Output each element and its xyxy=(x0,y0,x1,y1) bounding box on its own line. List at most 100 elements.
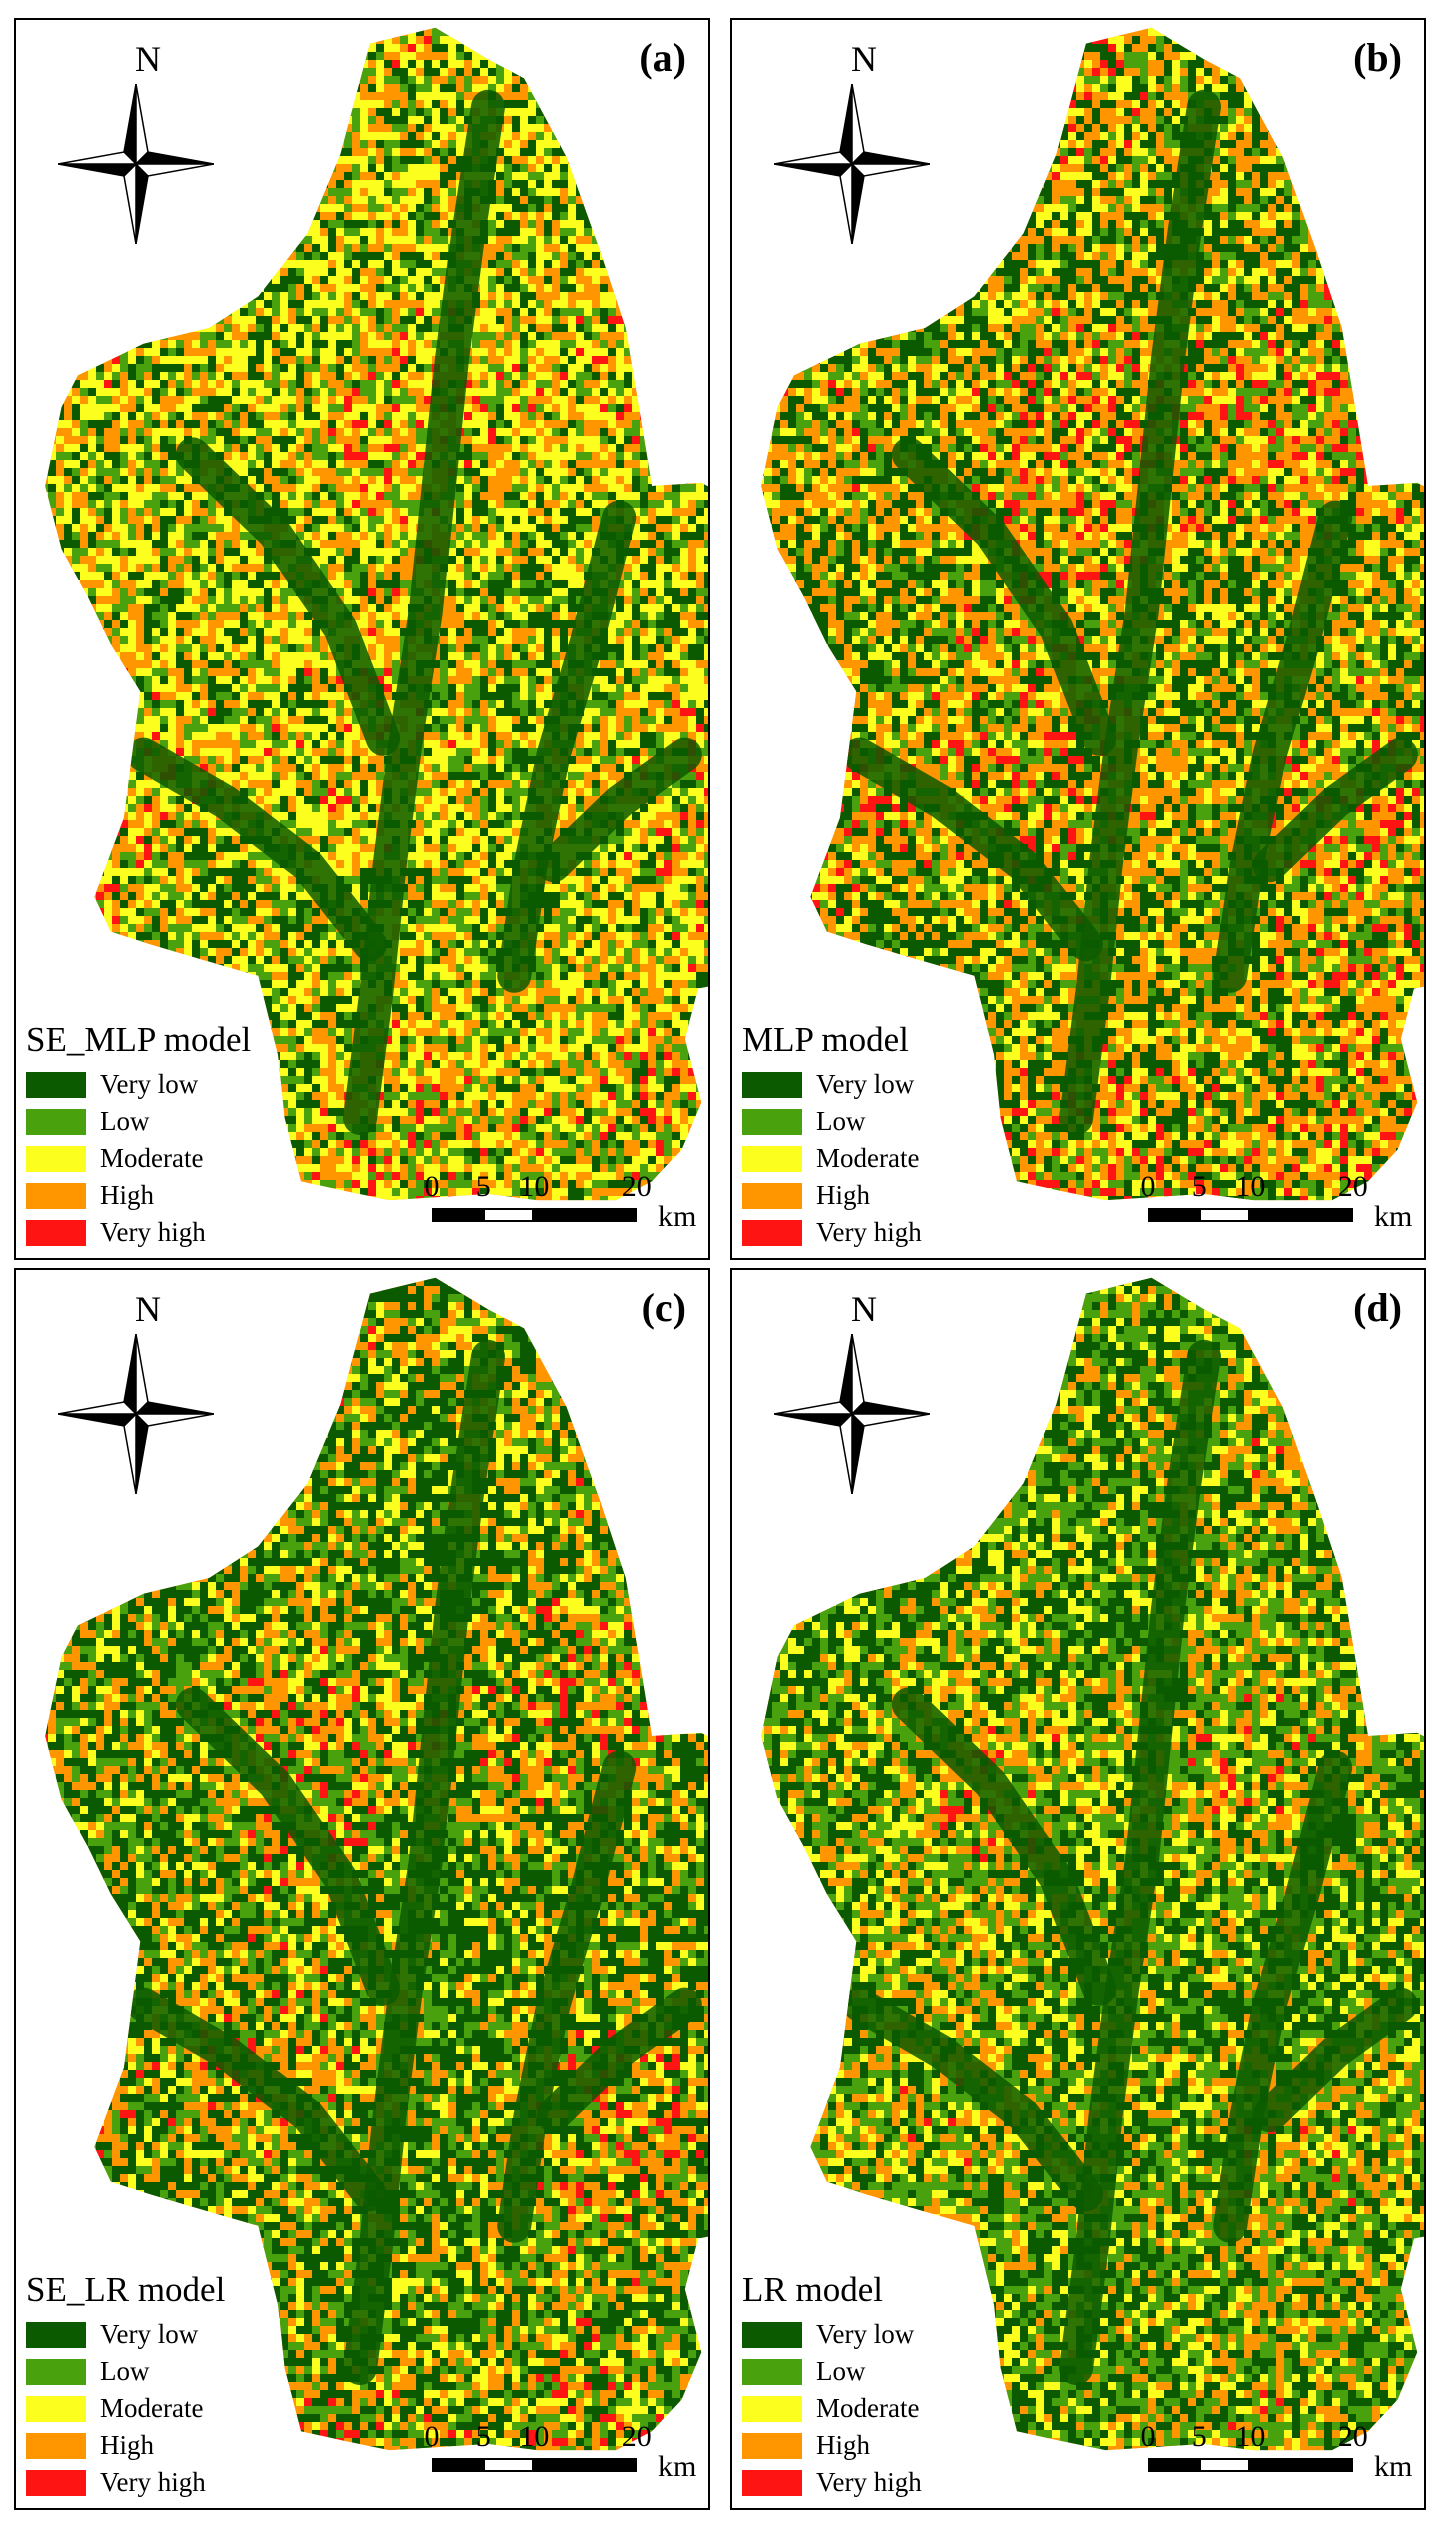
legend-title: MLP model xyxy=(742,1020,922,1060)
legend-swatch xyxy=(26,2395,86,2422)
scale-segment xyxy=(1250,1208,1353,1222)
legend-label: Very low xyxy=(816,1069,914,1100)
legend-label: Low xyxy=(816,1106,866,1137)
legend-swatch xyxy=(742,1071,802,1098)
scale-unit: km xyxy=(1374,1200,1412,1234)
susceptibility-map xyxy=(45,1277,708,2451)
north-arrow-icon xyxy=(774,1334,930,1494)
legend-swatch xyxy=(26,2358,86,2385)
legend-item-moderate: Moderate xyxy=(26,2390,225,2427)
susceptibility-map xyxy=(45,27,708,1201)
legend-item-very-high: Very high xyxy=(26,2464,225,2501)
legend-swatch xyxy=(742,2469,802,2496)
legend-swatch xyxy=(26,2432,86,2459)
legend-label: Moderate xyxy=(100,1143,203,1174)
scale-tick-label: 5 xyxy=(476,2420,491,2454)
legend-swatch xyxy=(742,1219,802,1246)
legend-label: Very high xyxy=(816,2467,922,2498)
legend-item-very-low: Very low xyxy=(742,2316,922,2353)
north-label: N xyxy=(844,1288,884,1330)
legend-item-low: Low xyxy=(742,2353,922,2390)
legend-label: Low xyxy=(816,2356,866,2387)
legend-label: Moderate xyxy=(816,1143,919,1174)
legend-swatch xyxy=(742,2321,802,2348)
scale-tick-label: 5 xyxy=(476,1170,491,1204)
scale-bar: 0 5 10 20 km xyxy=(1140,1170,1413,1234)
scale-segment xyxy=(483,2458,535,2472)
scale-tick-label: 20 xyxy=(622,1170,652,1204)
scale-tick-label: 20 xyxy=(622,2420,652,2454)
legend-item-very-low: Very low xyxy=(26,2316,225,2353)
scale-tick-label: 20 xyxy=(1338,2420,1368,2454)
scale-bar: 0 5 10 20 km xyxy=(424,1170,697,1234)
scale-segment xyxy=(1148,1208,1200,1222)
scale-segment xyxy=(534,1208,637,1222)
scale-tick-label: 0 xyxy=(1141,2420,1156,2454)
scale-segment xyxy=(1148,2458,1200,2472)
legend-swatch xyxy=(26,1108,86,1135)
north-arrow-icon xyxy=(58,84,214,244)
legend-swatch xyxy=(26,1219,86,1246)
legend-item-very-high: Very high xyxy=(26,1214,251,1251)
legend-label: Very low xyxy=(816,2319,914,2350)
north-arrow-icon xyxy=(58,1334,214,1494)
panel-label: (c) xyxy=(642,1284,686,1331)
north-label: N xyxy=(844,38,884,80)
legend-title: LR model xyxy=(742,2270,922,2310)
scale-tick-label: 10 xyxy=(1235,2420,1265,2454)
legend-item-moderate: Moderate xyxy=(742,1140,922,1177)
legend-item-high: High xyxy=(26,1177,251,1214)
legend-swatch xyxy=(742,2432,802,2459)
scale-unit: km xyxy=(1374,2450,1412,2484)
legend-swatch xyxy=(26,1071,86,1098)
legend-swatch xyxy=(26,1182,86,1209)
map-panel-b: N (b) MLP model Very low Low Moderate High V… xyxy=(730,18,1426,1260)
legend-swatch xyxy=(742,2395,802,2422)
scale-segment xyxy=(1250,2458,1353,2472)
legend-item-high: High xyxy=(742,2427,922,2464)
legend-swatch xyxy=(26,2321,86,2348)
legend-item-moderate: Moderate xyxy=(26,1140,251,1177)
scale-segment xyxy=(534,2458,637,2472)
map-panel-c: N (c) SE_LR model Very low Low Moderate Hig… xyxy=(14,1268,710,2510)
legend-item-low: Low xyxy=(26,1103,251,1140)
legend-item-very-low: Very low xyxy=(26,1066,251,1103)
legend-label: Very low xyxy=(100,2319,198,2350)
panel-label: (b) xyxy=(1353,34,1402,81)
legend-label: High xyxy=(816,2430,870,2461)
susceptibility-map xyxy=(761,1277,1424,2451)
scale-tick-label: 0 xyxy=(425,2420,440,2454)
scale-tick-label: 10 xyxy=(1235,1170,1265,1204)
map-panel-a: N (a) SE_MLP model Very low Low Moderate Hi… xyxy=(14,18,710,1260)
legend: SE_MLP model Very low Low Moderate High Very… xyxy=(26,1020,251,1251)
scale-tick-label: 0 xyxy=(1141,1170,1156,1204)
north-label: N xyxy=(128,38,168,80)
scale-bar: 0 5 10 20 km xyxy=(424,2420,697,2484)
legend-item-very-high: Very high xyxy=(742,1214,922,1251)
legend-item-low: Low xyxy=(742,1103,922,1140)
scale-tick-label: 5 xyxy=(1192,2420,1207,2454)
scale-segment xyxy=(432,1208,484,1222)
susceptibility-map xyxy=(761,27,1424,1201)
legend-title: SE_LR model xyxy=(26,2270,225,2310)
scale-tick-label: 10 xyxy=(519,2420,549,2454)
scale-tick-label: 20 xyxy=(1338,1170,1368,1204)
north-label: N xyxy=(128,1288,168,1330)
scale-tick-label: 5 xyxy=(1192,1170,1207,1204)
map-panel-d: N (d) LR model Very low Low Moderate High Ve… xyxy=(730,1268,1426,2510)
scale-unit: km xyxy=(658,2450,696,2484)
legend-label: Low xyxy=(100,2356,150,2387)
legend-title: SE_MLP model xyxy=(26,1020,251,1060)
legend-swatch xyxy=(742,1145,802,1172)
legend-item-high: High xyxy=(742,1177,922,1214)
legend-swatch xyxy=(742,2358,802,2385)
scale-segment xyxy=(432,2458,484,2472)
legend-label: Very high xyxy=(100,1217,206,1248)
legend-label: Moderate xyxy=(816,2393,919,2424)
legend-label: Very low xyxy=(100,1069,198,1100)
scale-tick-label: 0 xyxy=(425,1170,440,1204)
legend-label: High xyxy=(100,1180,154,1211)
panel-label: (d) xyxy=(1353,1284,1402,1331)
legend-swatch xyxy=(26,1145,86,1172)
scale-unit: km xyxy=(658,1200,696,1234)
